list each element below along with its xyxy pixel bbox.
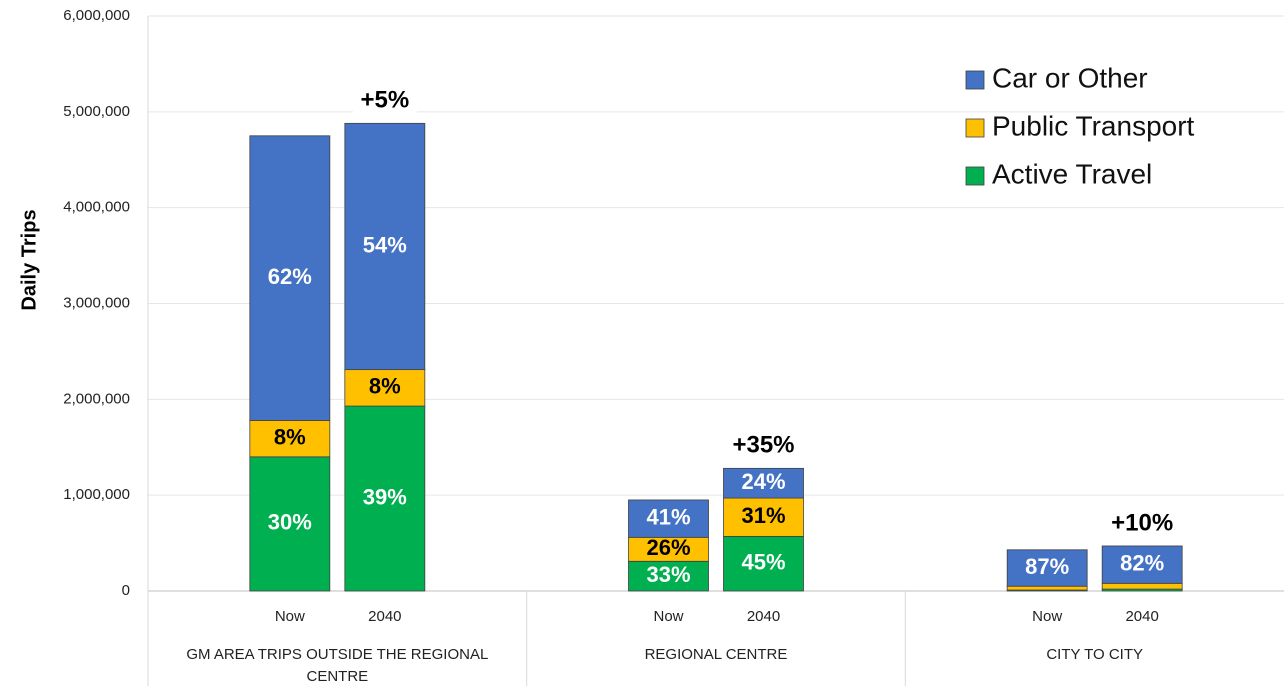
y-tick-label: 2,000,000	[63, 390, 130, 407]
y-tick-label: 0	[122, 582, 130, 599]
segment-label: 87%	[1025, 554, 1069, 579]
annotation-bg	[1110, 507, 1175, 540]
legend-label: Car or Other	[992, 62, 1148, 93]
group-label: REGIONAL CENTRE	[645, 646, 788, 663]
segment-label: 30%	[268, 510, 312, 535]
bar-segment	[723, 467, 804, 499]
segment-label: 62%	[268, 264, 312, 289]
segment-label: 8%	[369, 374, 401, 399]
bar-segment	[1101, 545, 1183, 584]
y-axis-label: Daily Trips	[18, 209, 40, 310]
bar-segment	[249, 135, 331, 421]
bar-segment	[249, 420, 331, 458]
legend-swatch	[965, 166, 985, 186]
group-label: CITY TO CITY	[1046, 646, 1143, 663]
y-tick-label: 1,000,000	[63, 486, 130, 503]
segment-label: 39%	[363, 484, 407, 509]
segment-label: 24%	[741, 469, 785, 494]
annotation: +10%	[1111, 509, 1173, 536]
bar-segment	[628, 499, 709, 538]
x-tick-label: Now	[1032, 608, 1062, 625]
annotation-bg	[731, 430, 796, 463]
bar-segment	[1101, 582, 1183, 590]
segment-label: 33%	[646, 562, 690, 587]
bar-segment	[628, 560, 709, 592]
annotation: +5%	[360, 87, 409, 114]
annotation-bg	[352, 85, 417, 118]
bar-segment	[723, 497, 804, 537]
x-tick-label: 2040	[1125, 608, 1158, 625]
y-tick-label: 6,000,000	[63, 7, 130, 24]
legend-label: Active Travel	[992, 158, 1152, 189]
segment-label: 41%	[646, 504, 690, 529]
segment-label: 82%	[1120, 550, 1164, 575]
group-label: GM AREA TRIPS OUTSIDE THE REGIONAL CENTRE	[186, 646, 488, 685]
x-tick-label: 2040	[368, 608, 401, 625]
bar-segment	[344, 405, 426, 592]
y-tick-label: 4,000,000	[63, 199, 130, 216]
legend-swatch	[965, 118, 985, 138]
x-tick-label: 2040	[747, 608, 780, 625]
bar-segment	[1006, 549, 1088, 587]
segment-label: 8%	[274, 424, 306, 449]
bar-segment	[344, 122, 426, 371]
bar-segment	[723, 535, 804, 592]
legend-swatch	[965, 70, 985, 90]
x-tick-label: Now	[275, 608, 305, 625]
segment-label: 31%	[741, 503, 785, 528]
x-tick-label: Now	[653, 608, 683, 625]
bar-segment	[1006, 585, 1088, 591]
segment-label: 26%	[646, 535, 690, 560]
y-tick-label: 5,000,000	[63, 103, 130, 120]
segment-label: 54%	[363, 232, 407, 257]
y-tick-label: 3,000,000	[63, 294, 130, 311]
annotation: +35%	[732, 432, 794, 459]
segment-label: 45%	[741, 550, 785, 575]
bar-segment	[344, 369, 426, 407]
legend-label: Public Transport	[992, 110, 1195, 141]
